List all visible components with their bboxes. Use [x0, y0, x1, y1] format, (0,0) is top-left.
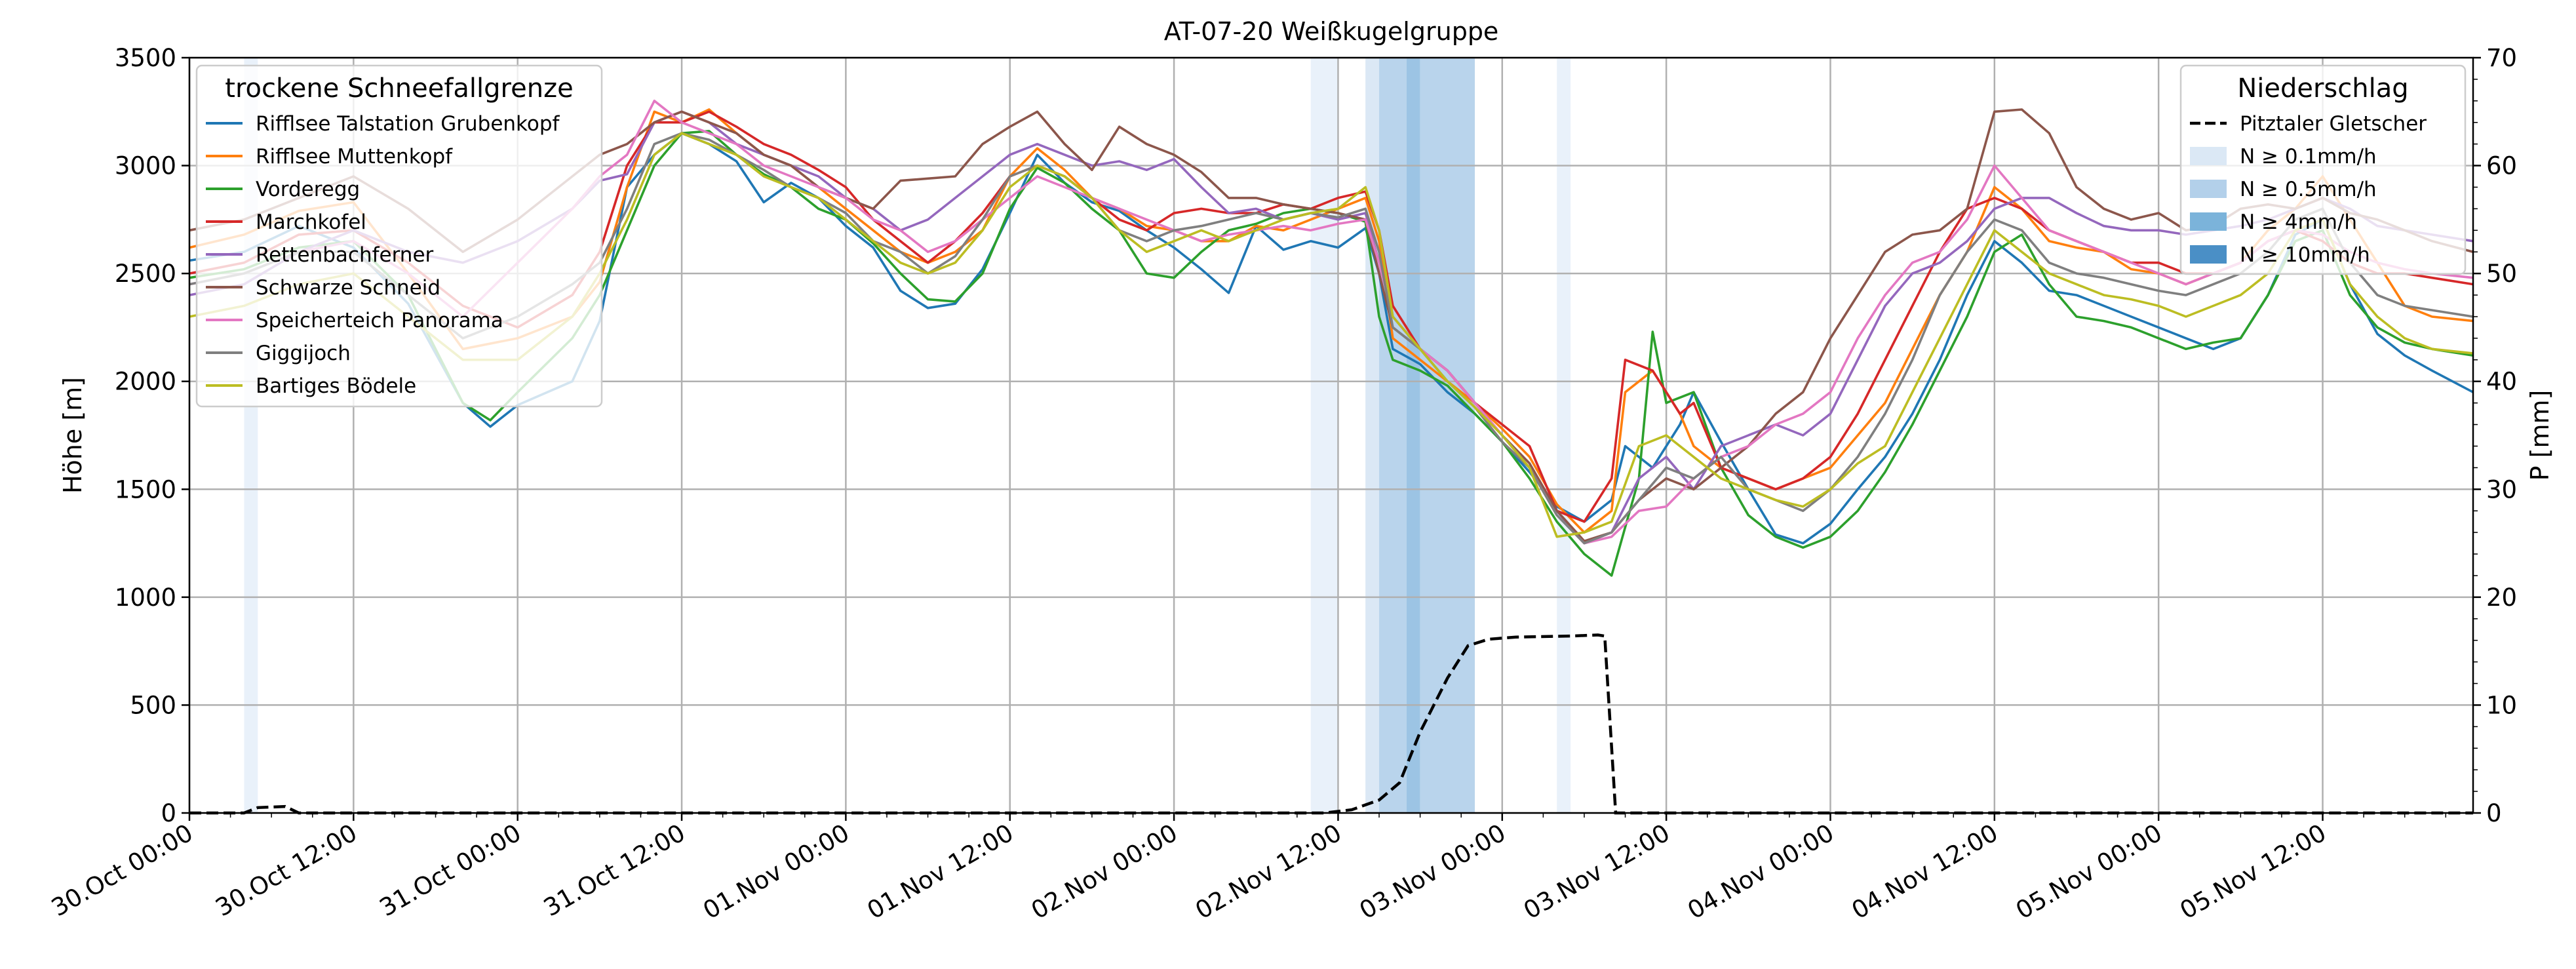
x-tick-label: 02.Nov 00:00 — [1026, 819, 1182, 925]
legend-precip-swatch — [2190, 147, 2227, 165]
y2-axis-label: P [mm] — [2526, 390, 2554, 481]
x-tick-label: 30.Oct 12:00 — [210, 819, 361, 922]
legend-precip-title: Niederschlag — [2237, 73, 2408, 104]
legend-snow-title: trockene Schneefallgrenze — [225, 73, 573, 104]
x-tick-label: 03.Nov 00:00 — [1355, 819, 1511, 925]
y2-tick-label: 20 — [2486, 583, 2517, 612]
y2-tick-label: 70 — [2486, 44, 2517, 72]
plot-frame — [188, 56, 2474, 814]
legend-snow-entry: Rifflsee Talstation Grubenkopf — [256, 112, 560, 136]
legend-precip-entry: N ≥ 0.1mm/h — [2240, 145, 2377, 168]
legend-precip-swatch — [2190, 212, 2227, 231]
legend-precip-entry: Pitztaler Gletscher — [2240, 112, 2427, 136]
x-tick-label: 05.Nov 12:00 — [2175, 819, 2331, 925]
legend-precip-swatch — [2190, 245, 2227, 264]
legend-snow-box — [195, 64, 603, 408]
precip-band — [1310, 58, 1338, 813]
y-tick-label: 3500 — [115, 44, 176, 72]
precip-series — [189, 633, 2473, 815]
chart-title: AT-07-20 Weißkugelgruppe — [1164, 17, 1499, 46]
precip-band — [1365, 58, 1380, 813]
legend-precip-box — [2179, 64, 2467, 275]
legend-precip-entry: N ≥ 0.5mm/h — [2240, 178, 2377, 201]
legend-precip-entry: N ≥ 10mm/h — [2240, 243, 2370, 267]
y-tick-label: 1500 — [115, 475, 176, 504]
precip-band — [1420, 58, 1475, 813]
legend-precip-entry: N ≥ 4mm/h — [2240, 210, 2357, 234]
precip-band — [1379, 58, 1407, 813]
legend-snow-entry: Speicherteich Panorama — [256, 309, 503, 332]
y2-tick-label: 10 — [2486, 691, 2517, 719]
legend-snow-entry: Vorderegg — [256, 178, 360, 201]
x-tick-label: 01.Nov 12:00 — [863, 819, 1019, 925]
precip-band — [1406, 58, 1420, 813]
y2-tick-label: 60 — [2486, 152, 2517, 180]
x-tick-label: 02.Nov 12:00 — [1190, 819, 1346, 925]
y-tick-label: 500 — [130, 691, 176, 719]
x-tick-label: 31.Oct 00:00 — [375, 819, 526, 922]
legend-snow-entry: Rifflsee Muttenkopf — [256, 145, 453, 168]
legend-snow-entry: Bartiges Bödele — [256, 374, 416, 398]
snowline-series — [189, 100, 2474, 577]
legend-precip-swatch — [2190, 180, 2227, 198]
legend-precipitation: Niederschlag Pitztaler Gletscher N ≥ 0.1mm… — [2179, 64, 2467, 275]
precip-line — [189, 633, 2473, 815]
y2-tick-label: 0 — [2486, 799, 2502, 827]
x-tick-label: 01.Nov 00:00 — [698, 819, 854, 925]
x-tick-label: 04.Nov 00:00 — [1683, 819, 1839, 925]
y-tick-label: 2000 — [115, 368, 176, 396]
x-tick-label: 03.Nov 12:00 — [1519, 819, 1675, 925]
legend-snow-entry: Marchkofel — [256, 210, 366, 234]
legend-snow-entry: Giggijoch — [256, 342, 351, 365]
legend-snow-entry: Schwarze Schneid — [256, 276, 440, 300]
y-axis-label: Höhe [m] — [58, 377, 87, 494]
precip-band — [1557, 58, 1571, 813]
y-tick-label: 0 — [161, 799, 176, 827]
y2-tick-label: 40 — [2486, 368, 2517, 396]
legend-snowfall: trockene Schneefallgrenze Rifflsee Talsta… — [195, 64, 603, 408]
y2-tick-label: 50 — [2486, 260, 2517, 288]
x-tick-label: 30.Oct 00:00 — [47, 819, 197, 922]
series-line — [189, 132, 2474, 538]
x-tick-label: 31.Oct 12:00 — [539, 819, 690, 922]
y-tick-label: 2500 — [115, 260, 176, 288]
y2-tick-label: 30 — [2486, 475, 2517, 504]
x-tick-label: 05.Nov 00:00 — [2011, 819, 2167, 925]
legend-snow-entry: Rettenbachferner — [256, 243, 434, 267]
y-tick-label: 1000 — [115, 583, 176, 612]
x-tick-label: 04.Nov 12:00 — [1847, 819, 2003, 925]
y-tick-label: 3000 — [115, 152, 176, 180]
